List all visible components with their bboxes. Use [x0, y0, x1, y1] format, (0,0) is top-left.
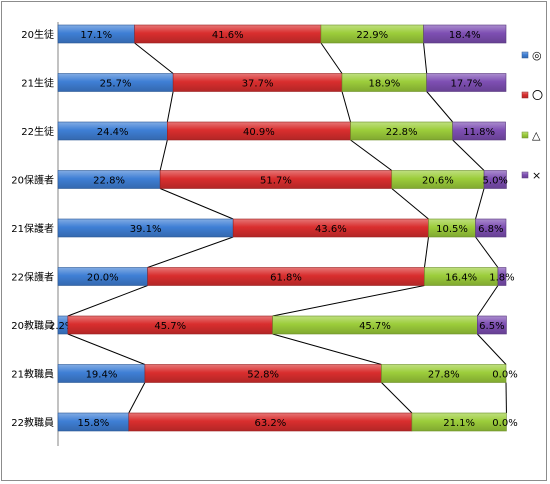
data-label: 6.8% [478, 224, 503, 235]
data-label: 10.5% [436, 224, 468, 235]
data-label: 27.8% [428, 370, 460, 381]
legend-label: 〇 [532, 89, 543, 102]
bar-segment [477, 315, 507, 335]
data-label: 51.7% [260, 176, 292, 187]
series-line [475, 188, 485, 220]
series-line [159, 188, 234, 220]
data-label: 11.8% [463, 127, 495, 138]
series-line [166, 91, 174, 123]
data-label: 5.0% [483, 176, 508, 187]
legend-swatch [521, 91, 529, 99]
series-line [381, 382, 413, 414]
category-label: 20教職員 [11, 319, 54, 332]
data-label: 17.7% [450, 79, 482, 90]
series-line [159, 139, 168, 171]
bar-segment [452, 121, 506, 141]
series-line [423, 236, 429, 268]
series-line [476, 285, 499, 317]
legend-swatch [521, 171, 529, 179]
data-label: 45.7% [359, 321, 391, 332]
data-label: 0.0% [492, 370, 517, 381]
series-line [320, 42, 343, 74]
data-label: 22.8% [93, 176, 125, 187]
series-line [391, 188, 429, 220]
data-label: 37.7% [242, 79, 274, 90]
series-line [67, 285, 148, 317]
series-line [475, 236, 499, 268]
series-line [272, 333, 382, 365]
category-label: 21教職員 [11, 368, 54, 381]
data-label: 45.7% [154, 321, 186, 332]
data-label: 20.6% [422, 176, 454, 187]
legend-label: △ [532, 129, 541, 142]
legend-label: ◎ [532, 49, 542, 62]
series-line [128, 382, 146, 414]
data-label: 52.8% [247, 370, 279, 381]
category-label: 20保護者 [11, 174, 54, 187]
category-label: 22教職員 [11, 416, 54, 429]
series-line [476, 333, 507, 365]
series-line [426, 91, 454, 123]
series-line [272, 285, 425, 317]
bar-segment [381, 364, 507, 383]
series-line [134, 42, 174, 74]
data-label: 61.8% [270, 273, 302, 284]
data-label: 39.1% [130, 224, 162, 235]
category-label: 20生徒 [21, 28, 54, 41]
data-label: 18.4% [449, 30, 481, 41]
bar-segment [411, 412, 507, 432]
bar-segment [497, 267, 507, 286]
data-label: 25.7% [100, 79, 132, 90]
data-label: 21.1% [443, 418, 475, 429]
legend-swatch [521, 131, 529, 139]
bar-segment [423, 24, 507, 44]
data-label: 18.9% [368, 79, 400, 90]
series-line [350, 139, 393, 171]
data-label: 15.8% [78, 418, 110, 429]
series-line [452, 139, 485, 171]
category-label: 21生徒 [21, 77, 54, 90]
data-label: 19.4% [86, 370, 118, 381]
data-label: 20.0% [87, 273, 119, 284]
category-label: 22保護者 [11, 271, 54, 284]
bar-segment [426, 73, 507, 92]
series-line [147, 236, 234, 268]
data-label: 43.6% [315, 224, 347, 235]
data-label: 41.6% [212, 30, 244, 41]
series-line [67, 333, 146, 365]
data-label: 22.9% [356, 30, 388, 41]
series-line [341, 91, 352, 123]
data-label: 40.9% [243, 127, 275, 138]
category-label: 22生徒 [21, 125, 54, 138]
data-label: 1.8% [489, 273, 514, 284]
data-label: 6.5% [479, 321, 504, 332]
legend-swatch [521, 51, 529, 59]
series-line [423, 42, 428, 74]
bar-segment [475, 218, 507, 238]
category-label: 21保護者 [11, 222, 54, 235]
data-label: 0.0% [492, 418, 517, 429]
data-label: 2.2% [49, 321, 74, 332]
data-label: 24.4% [97, 127, 129, 138]
data-label: 63.2% [254, 418, 286, 429]
legend-label: × [532, 169, 541, 182]
data-label: 22.8% [386, 127, 418, 138]
data-label: 16.4% [445, 273, 477, 284]
bar-segment [483, 170, 507, 189]
data-label: 17.1% [80, 30, 112, 41]
